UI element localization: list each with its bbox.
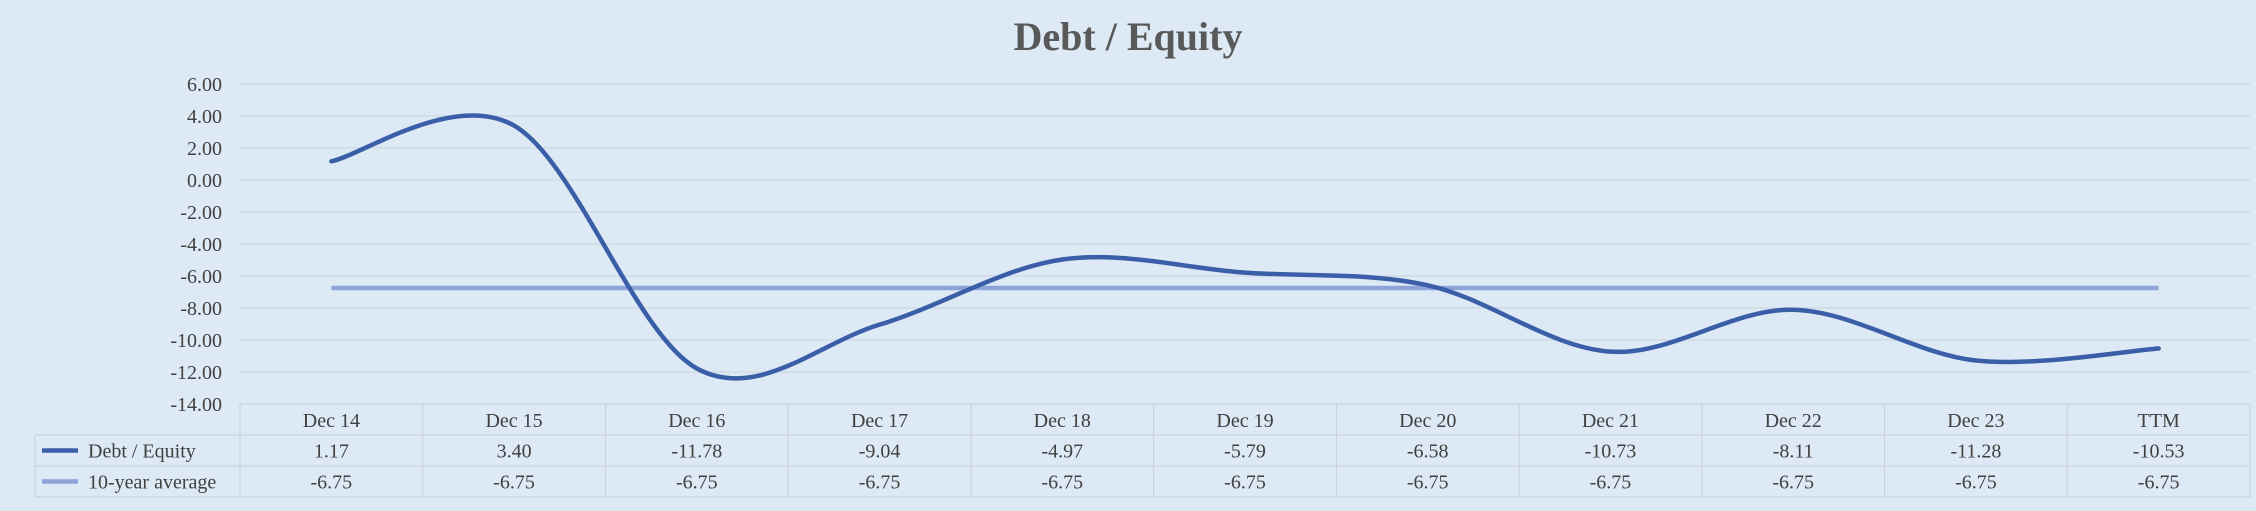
x-tick-label: Dec 14 [303,410,360,432]
data-label: -6.75 [1955,472,1997,494]
y-tick-label: 0.00 [187,170,222,192]
y-tick-label: -12.00 [170,362,222,384]
data-label: -9.04 [859,441,901,463]
data-label: 3.40 [497,441,532,463]
y-tick-label: 2.00 [187,138,222,160]
x-tick-label: Dec 20 [1399,410,1456,432]
data-label: -5.79 [1224,441,1266,463]
y-tick-label: 4.00 [187,106,222,128]
y-tick-label: -2.00 [180,202,222,224]
y-tick-label: 6.00 [187,74,222,96]
y-tick-label: -8.00 [180,298,222,320]
data-label: -8.11 [1773,441,1814,463]
legend-label: Debt / Equity [88,441,196,463]
data-label: -6.75 [311,472,353,494]
data-label: -10.53 [2133,441,2185,463]
data-label: -11.28 [1950,441,2001,463]
y-tick-label: -14.00 [170,394,222,416]
x-tick-label: Dec 19 [1216,410,1273,432]
data-label: -6.58 [1407,441,1449,463]
data-label: -6.75 [676,472,718,494]
x-tick-label: TTM [2138,410,2180,432]
data-label: -6.75 [1590,472,1632,494]
data-label: -6.75 [859,472,901,494]
data-label: 1.17 [314,441,349,463]
y-tick-label: -6.00 [180,266,222,288]
data-label: -4.97 [1041,441,1083,463]
x-tick-label: Dec 21 [1582,410,1639,432]
x-tick-label: Dec 16 [668,410,725,432]
data-label: -6.75 [2138,472,2180,494]
y-axis: 6.00 4.00 2.00 0.00 -2.00 -4.00 -6.00 -8.00 -10.… [170,74,222,416]
data-label: -6.75 [1407,472,1449,494]
data-label: -6.75 [1041,472,1083,494]
x-tick-label: Dec 23 [1947,410,2004,432]
data-label: -10.73 [1585,441,1637,463]
data-label: -6.75 [1224,472,1266,494]
legend-label: 10-year average [88,472,216,494]
data-label: -6.75 [1772,472,1814,494]
x-tick-label: Dec 22 [1765,410,1822,432]
y-tick-label: -4.00 [180,234,222,256]
x-tick-label: Dec 17 [851,410,908,432]
data-label: -6.75 [493,472,535,494]
data-label: -11.78 [671,441,722,463]
y-tick-label: -10.00 [170,330,222,352]
x-tick-label: Dec 15 [485,410,542,432]
chart-title: Debt / Equity [1014,14,1243,59]
series-line-debt-equity [329,113,2161,381]
series-lines [329,113,2161,381]
gridlines [240,83,2250,373]
data-table: Dec 14 Dec 15 Dec 16 Dec 17 Dec 18 Dec 19 Dec … [34,403,2251,498]
x-tick-label: Dec 18 [1034,410,1091,432]
